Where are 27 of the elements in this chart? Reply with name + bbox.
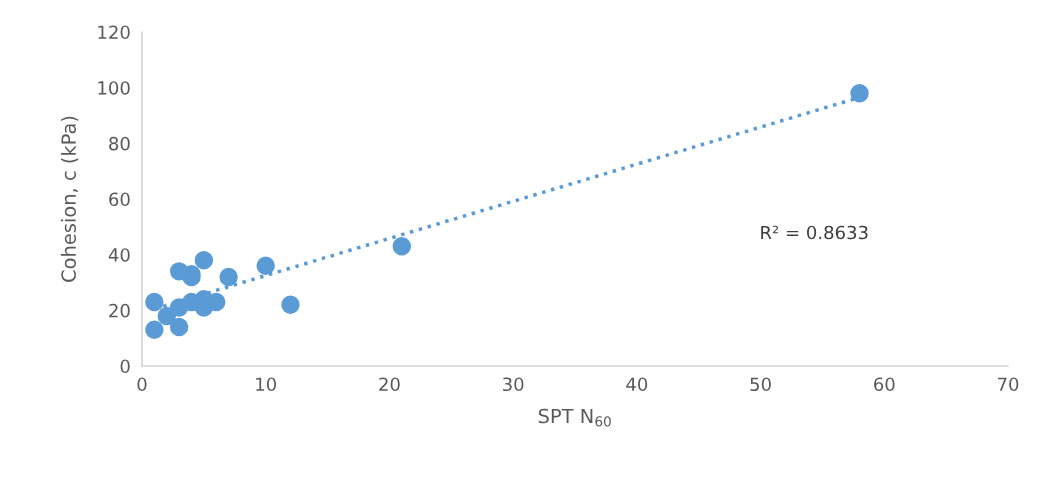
point	[145, 292, 164, 312]
x-tick-label: 20	[379, 377, 400, 392]
x-tick-label: 70	[997, 377, 1019, 392]
y-axis-title: Cohesion, c (kPa)	[60, 116, 79, 282]
point	[219, 267, 238, 287]
x-tick-label: 60	[874, 377, 895, 392]
point	[850, 84, 869, 103]
x-tick-label: 30	[503, 377, 524, 392]
y-tick-label: 80	[109, 136, 130, 151]
x-tick-label: 10	[256, 377, 276, 392]
y-tick-label: 60	[109, 192, 130, 207]
y-tick-label: 120	[98, 25, 130, 40]
y-tick-label: 100	[98, 81, 130, 95]
y-tick-label: 40	[108, 248, 130, 262]
x-tick-label: 50	[750, 377, 771, 392]
x-tick-label: 40	[626, 377, 648, 392]
y-tick-label: 0	[120, 359, 130, 374]
point	[392, 237, 412, 256]
point	[281, 295, 300, 314]
point	[145, 320, 164, 340]
point	[194, 251, 214, 270]
x-axis-title: SPT N$_{60}$	[538, 408, 611, 427]
x-tick-label: 0	[137, 377, 147, 392]
annotation: R² = 0.8633	[761, 225, 868, 240]
y-tick-label: 20	[109, 303, 130, 318]
point	[169, 317, 189, 337]
point	[256, 256, 275, 276]
